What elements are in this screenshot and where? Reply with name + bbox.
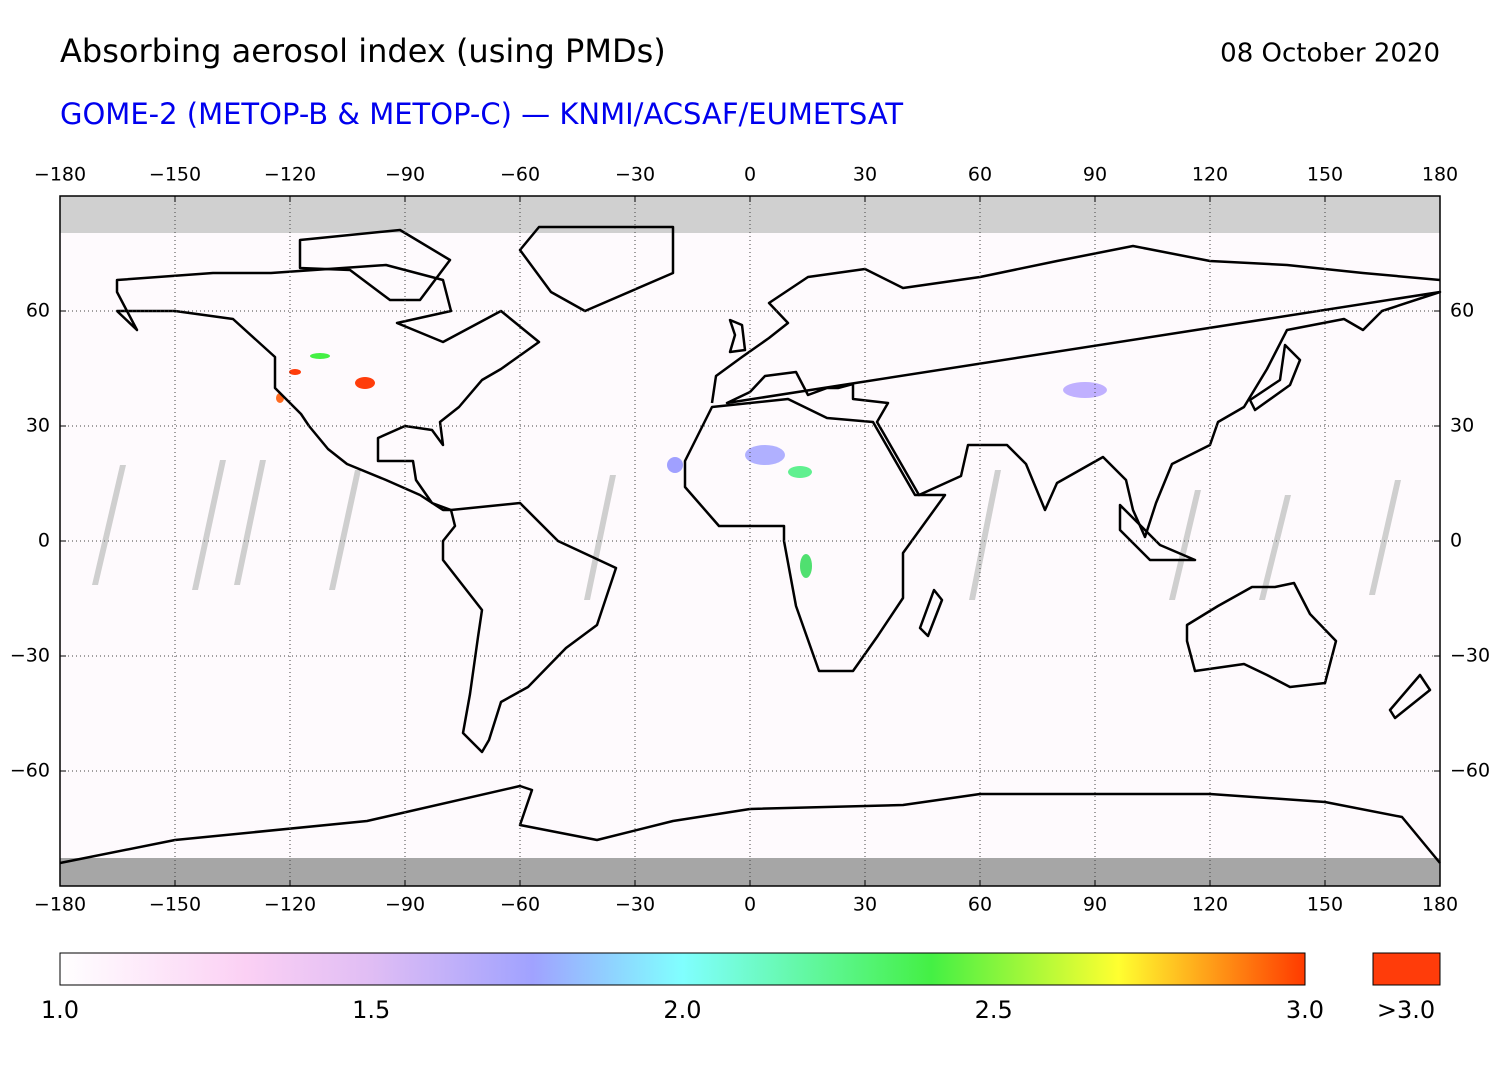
x-tick-label-bottom: −150 bbox=[149, 894, 201, 916]
x-tick-label-top: −30 bbox=[615, 164, 655, 186]
x-tick-label-bottom: 120 bbox=[1192, 894, 1228, 916]
map-frame bbox=[59, 195, 1441, 887]
x-tick-label-bottom: 30 bbox=[853, 894, 877, 916]
x-tick-label-bottom: −30 bbox=[615, 894, 655, 916]
y-tick-label-right: 60 bbox=[1450, 300, 1474, 322]
x-tick-label-top: 120 bbox=[1192, 164, 1228, 186]
no-data-north bbox=[60, 196, 1440, 233]
x-tick-label-top: −150 bbox=[149, 164, 201, 186]
map bbox=[59, 195, 1442, 887]
x-tick-label-top: 150 bbox=[1307, 164, 1343, 186]
colorbar-tick-label: 1.0 bbox=[41, 996, 79, 1024]
x-tick-label-top: −90 bbox=[385, 164, 425, 186]
x-tick-label-top: 30 bbox=[853, 164, 877, 186]
x-tick-label-top: 180 bbox=[1422, 164, 1458, 186]
y-tick-label-left: −60 bbox=[10, 760, 50, 782]
colorbar-tick-label: 2.5 bbox=[975, 996, 1013, 1024]
x-tick-label-bottom: −60 bbox=[500, 894, 540, 916]
colorbar-over bbox=[1372, 952, 1441, 986]
x-tick-label-bottom: 60 bbox=[968, 894, 992, 916]
y-tick-label-right: −60 bbox=[1450, 760, 1490, 782]
subtitle: GOME-2 (METOP-B & METOP-C) — KNMI/ACSAF/… bbox=[60, 97, 903, 131]
colorbar-over-label: >3.0 bbox=[1377, 996, 1435, 1024]
colorbar-tick-label: 3.0 bbox=[1286, 996, 1324, 1024]
colorbar: >3.0 bbox=[59, 952, 1441, 1024]
y-tick-label-right: 0 bbox=[1450, 530, 1462, 552]
x-tick-label-top: −60 bbox=[500, 164, 540, 186]
y-tick-label-left: 0 bbox=[38, 530, 50, 552]
title: Absorbing aerosol index (using PMDs) bbox=[60, 32, 666, 70]
aerosol-plumes bbox=[276, 353, 1107, 578]
x-tick-label-top: 90 bbox=[1083, 164, 1107, 186]
x-tick-label-top: 0 bbox=[744, 164, 756, 186]
x-tick-label-top: −180 bbox=[34, 164, 86, 186]
y-tick-label-left: 60 bbox=[26, 300, 50, 322]
colorbar-scale bbox=[59, 952, 1306, 986]
x-tick-label-bottom: 150 bbox=[1307, 894, 1343, 916]
colorbar-tick-label: 2.0 bbox=[663, 996, 701, 1024]
x-tick-label-bottom: 90 bbox=[1083, 894, 1107, 916]
x-tick-label-bottom: −90 bbox=[385, 894, 425, 916]
y-tick-label-right: −30 bbox=[1450, 645, 1490, 667]
y-tick-label-left: −30 bbox=[10, 645, 50, 667]
x-tick-label-bottom: −120 bbox=[264, 894, 316, 916]
colorbar-tick-label: 1.5 bbox=[352, 996, 390, 1024]
coastlines bbox=[59, 225, 1442, 865]
data-gaps bbox=[92, 460, 1401, 600]
x-tick-label-top: 60 bbox=[968, 164, 992, 186]
x-tick-label-bottom: 180 bbox=[1422, 894, 1458, 916]
x-tick-label-bottom: −180 bbox=[34, 894, 86, 916]
y-tick-label-right: 30 bbox=[1450, 415, 1474, 437]
x-tick-label-top: −120 bbox=[264, 164, 316, 186]
date: 08 October 2020 bbox=[1220, 39, 1440, 69]
x-tick-label-bottom: 0 bbox=[744, 894, 756, 916]
y-tick-label-left: 30 bbox=[26, 415, 50, 437]
